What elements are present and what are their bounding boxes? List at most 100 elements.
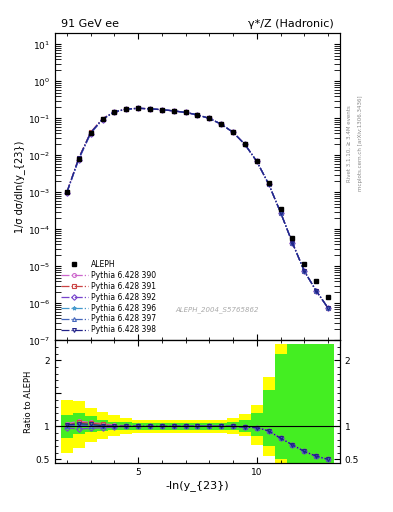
Pythia 6.428 397 bbox=[207, 115, 212, 121]
Line: Pythia 6.428 397: Pythia 6.428 397 bbox=[65, 106, 330, 310]
Pythia 6.428 396 bbox=[195, 112, 200, 118]
Pythia 6.428 398 bbox=[266, 181, 271, 187]
Pythia 6.428 390 bbox=[219, 121, 224, 127]
Pythia 6.428 392 bbox=[207, 115, 212, 121]
Pythia 6.428 392 bbox=[314, 288, 319, 294]
Pythia 6.428 390 bbox=[171, 108, 176, 114]
Line: Pythia 6.428 392: Pythia 6.428 392 bbox=[65, 106, 330, 310]
Pythia 6.428 397 bbox=[112, 109, 117, 115]
ALEPH bbox=[100, 116, 105, 122]
Legend: ALEPH, Pythia 6.428 390, Pythia 6.428 391, Pythia 6.428 392, Pythia 6.428 396, P: ALEPH, Pythia 6.428 390, Pythia 6.428 39… bbox=[59, 258, 158, 337]
Text: Rivet 3.1.10, ≥ 3.4M events: Rivet 3.1.10, ≥ 3.4M events bbox=[347, 105, 352, 182]
Pythia 6.428 390 bbox=[278, 209, 283, 216]
Pythia 6.428 396 bbox=[231, 130, 235, 136]
Pythia 6.428 397 bbox=[76, 156, 81, 162]
Pythia 6.428 391 bbox=[314, 288, 319, 294]
ALEPH bbox=[76, 156, 81, 162]
ALEPH bbox=[124, 106, 129, 112]
Pythia 6.428 392 bbox=[112, 109, 117, 115]
Pythia 6.428 396 bbox=[124, 106, 129, 112]
Y-axis label: Ratio to ALEPH: Ratio to ALEPH bbox=[24, 371, 33, 433]
Pythia 6.428 398 bbox=[314, 288, 319, 294]
Pythia 6.428 398 bbox=[183, 110, 188, 116]
ALEPH bbox=[231, 130, 235, 136]
Pythia 6.428 392 bbox=[255, 158, 259, 164]
Pythia 6.428 398 bbox=[242, 141, 247, 147]
Line: Pythia 6.428 398: Pythia 6.428 398 bbox=[65, 106, 330, 310]
Pythia 6.428 391 bbox=[266, 181, 271, 187]
Pythia 6.428 398 bbox=[171, 108, 176, 114]
Pythia 6.428 396 bbox=[183, 110, 188, 116]
Pythia 6.428 398 bbox=[64, 189, 69, 195]
Pythia 6.428 392 bbox=[242, 141, 247, 147]
Pythia 6.428 392 bbox=[290, 240, 295, 246]
ALEPH bbox=[88, 130, 93, 136]
Pythia 6.428 397 bbox=[266, 181, 271, 187]
Pythia 6.428 397 bbox=[64, 189, 69, 196]
Pythia 6.428 398 bbox=[326, 305, 331, 311]
Pythia 6.428 391 bbox=[231, 130, 235, 136]
Pythia 6.428 390 bbox=[112, 109, 117, 115]
Pythia 6.428 390 bbox=[160, 106, 164, 113]
Pythia 6.428 397 bbox=[183, 110, 188, 116]
Pythia 6.428 397 bbox=[160, 106, 164, 113]
Pythia 6.428 397 bbox=[88, 130, 93, 136]
Pythia 6.428 390 bbox=[124, 106, 129, 112]
Pythia 6.428 392 bbox=[88, 131, 93, 137]
ALEPH bbox=[314, 278, 319, 284]
Pythia 6.428 390 bbox=[100, 116, 105, 122]
Text: mcplots.cern.ch [arXiv:1306.3436]: mcplots.cern.ch [arXiv:1306.3436] bbox=[358, 96, 364, 191]
Pythia 6.428 398 bbox=[255, 158, 259, 164]
Pythia 6.428 391 bbox=[219, 121, 224, 127]
Pythia 6.428 391 bbox=[88, 130, 93, 136]
Pythia 6.428 390 bbox=[183, 110, 188, 116]
Pythia 6.428 397 bbox=[124, 106, 129, 112]
ALEPH bbox=[171, 108, 176, 114]
Pythia 6.428 398 bbox=[302, 268, 307, 274]
Pythia 6.428 391 bbox=[124, 106, 129, 112]
Pythia 6.428 397 bbox=[195, 112, 200, 118]
Pythia 6.428 398 bbox=[219, 121, 224, 127]
Pythia 6.428 397 bbox=[148, 106, 152, 112]
Pythia 6.428 396 bbox=[278, 209, 283, 216]
Pythia 6.428 390 bbox=[302, 268, 307, 274]
Pythia 6.428 391 bbox=[207, 115, 212, 121]
Pythia 6.428 398 bbox=[124, 106, 129, 112]
Pythia 6.428 390 bbox=[231, 130, 235, 136]
ALEPH bbox=[219, 121, 224, 127]
Pythia 6.428 396 bbox=[219, 121, 224, 127]
Line: Pythia 6.428 396: Pythia 6.428 396 bbox=[65, 106, 330, 310]
Pythia 6.428 391 bbox=[278, 209, 283, 216]
ALEPH bbox=[242, 141, 247, 147]
Pythia 6.428 392 bbox=[100, 117, 105, 123]
Pythia 6.428 397 bbox=[231, 130, 235, 136]
Pythia 6.428 392 bbox=[148, 106, 152, 112]
Pythia 6.428 392 bbox=[278, 209, 283, 216]
Pythia 6.428 396 bbox=[76, 156, 81, 162]
Pythia 6.428 396 bbox=[242, 141, 247, 147]
ALEPH bbox=[207, 115, 212, 121]
Pythia 6.428 391 bbox=[255, 158, 259, 164]
ALEPH bbox=[148, 106, 152, 112]
Pythia 6.428 396 bbox=[255, 158, 259, 164]
Pythia 6.428 392 bbox=[136, 105, 140, 112]
Pythia 6.428 390 bbox=[326, 305, 331, 311]
Pythia 6.428 396 bbox=[302, 268, 307, 274]
Y-axis label: 1/σ dσ/dln(y_{23}): 1/σ dσ/dln(y_{23}) bbox=[14, 141, 25, 233]
Pythia 6.428 392 bbox=[266, 181, 271, 187]
ALEPH bbox=[255, 158, 259, 164]
Pythia 6.428 396 bbox=[326, 305, 331, 311]
ALEPH bbox=[278, 206, 283, 212]
Pythia 6.428 391 bbox=[148, 106, 152, 112]
ALEPH bbox=[112, 109, 117, 115]
Pythia 6.428 398 bbox=[207, 115, 212, 121]
Pythia 6.428 398 bbox=[160, 106, 164, 113]
Pythia 6.428 392 bbox=[160, 106, 164, 113]
Line: Pythia 6.428 391: Pythia 6.428 391 bbox=[65, 106, 330, 310]
Pythia 6.428 391 bbox=[160, 106, 164, 113]
Pythia 6.428 398 bbox=[231, 130, 235, 136]
ALEPH bbox=[160, 106, 164, 113]
Pythia 6.428 392 bbox=[183, 110, 188, 116]
Pythia 6.428 391 bbox=[302, 268, 307, 274]
Pythia 6.428 390 bbox=[76, 155, 81, 161]
